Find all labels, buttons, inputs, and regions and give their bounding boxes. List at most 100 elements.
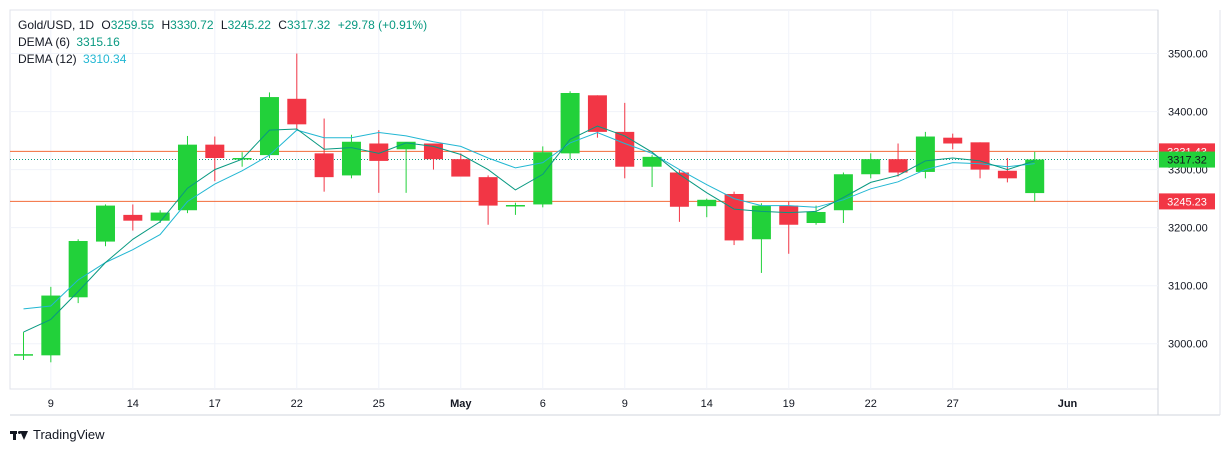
- x-tick-label: Jun: [1058, 398, 1078, 410]
- candle-body: [95, 205, 115, 242]
- dema12-label: DEMA (12): [18, 52, 77, 66]
- high-label: H: [161, 18, 171, 32]
- high-value: 3330.72: [170, 18, 214, 32]
- x-tick-label: 14: [701, 398, 713, 410]
- open-value: 3259.55: [110, 18, 155, 32]
- candle: [888, 143, 908, 177]
- x-tick-label: 22: [291, 398, 303, 410]
- candle-body: [478, 177, 498, 206]
- price-label-text: 3317.32: [1167, 155, 1207, 167]
- candle-body: [287, 98, 307, 125]
- symbol-name[interactable]: Gold/USD: [18, 18, 73, 32]
- candle: [259, 92, 279, 159]
- candle: [642, 155, 662, 188]
- dema6-label: DEMA (6): [18, 35, 71, 49]
- candle: [505, 202, 525, 215]
- candle: [533, 146, 553, 208]
- candle-body: [751, 205, 771, 240]
- dema6-row[interactable]: DEMA (6) 3315.16: [18, 34, 427, 51]
- candle: [615, 102, 635, 179]
- x-tick-label: May: [450, 398, 472, 410]
- low-label: L: [220, 18, 228, 32]
- candle-body: [724, 193, 744, 241]
- candle: [779, 201, 799, 254]
- candle-body: [123, 214, 143, 221]
- dema12-row[interactable]: DEMA (12) 3310.34: [18, 51, 427, 68]
- candle: [697, 198, 717, 218]
- candle: [14, 332, 33, 360]
- change-value: +29.78 (+0.91%): [337, 18, 428, 32]
- candle-body: [806, 211, 826, 224]
- tradingview-brand[interactable]: TradingView: [10, 427, 105, 442]
- candle-body: [642, 156, 662, 167]
- candle-body: [505, 205, 525, 207]
- x-tick-label: 22: [865, 398, 877, 410]
- x-tick-label: 19: [783, 398, 795, 410]
- low-value: 3245.22: [227, 18, 271, 32]
- candle-body: [341, 141, 361, 176]
- candle: [423, 143, 443, 170]
- candle-body: [560, 92, 580, 154]
- candle-body: [615, 131, 635, 167]
- x-tick-label: 9: [48, 398, 54, 410]
- candle-body: [1025, 159, 1045, 194]
- candle: [68, 239, 88, 304]
- candle: [587, 95, 607, 138]
- x-tick-label: 9: [622, 398, 628, 410]
- price-label-bg: [1159, 151, 1215, 168]
- candle-body: [259, 97, 279, 156]
- candle: [861, 153, 881, 179]
- axes: 3000.00 3100.00 3200.00 3300.00 3400.00 3500.…: [48, 49, 1208, 410]
- candle: [396, 141, 416, 193]
- y-tick-label: 3300.00: [1168, 165, 1208, 177]
- candle-body: [970, 142, 990, 170]
- candle-body: [314, 153, 334, 178]
- candle-body: [861, 159, 881, 175]
- candle: [997, 158, 1017, 183]
- tradingview-logo-icon: [10, 429, 28, 441]
- candle-body: [888, 159, 908, 173]
- candle-body: [451, 159, 471, 177]
- dema12-value: 3310.34: [83, 52, 127, 66]
- price-label-last: 3317.32: [1159, 151, 1215, 168]
- price-levels: [10, 150, 1158, 202]
- candle-body: [41, 295, 61, 356]
- price-label-text: 3245.23: [1167, 196, 1207, 208]
- candle-body: [997, 170, 1017, 179]
- dema6-line: [23, 125, 1035, 333]
- candles: [14, 53, 1045, 363]
- candle: [150, 210, 170, 224]
- x-tick-label: 27: [947, 398, 959, 410]
- candle-body: [943, 137, 963, 144]
- price-label-bg: [1159, 193, 1215, 210]
- candle-body: [669, 172, 689, 207]
- candle: [943, 133, 963, 150]
- candle-body: [150, 212, 170, 221]
- candle: [205, 136, 225, 182]
- candle-body: [779, 205, 799, 225]
- candle: [369, 130, 389, 193]
- x-tick-label: 14: [127, 398, 139, 410]
- candle: [95, 204, 115, 247]
- candle-body: [587, 95, 607, 132]
- open-label: O: [101, 18, 111, 32]
- y-tick-label: 3200.00: [1168, 223, 1208, 235]
- brand-name: TradingView: [33, 427, 105, 442]
- interval[interactable]: 1D: [78, 18, 95, 32]
- candle: [41, 286, 61, 363]
- candle-body: [14, 354, 33, 356]
- candle-body: [369, 143, 389, 161]
- candle: [341, 134, 361, 179]
- candle-body: [68, 240, 88, 298]
- ohlc-row: Gold/USD, 1D O3259.55 H3330.72 L3245.22 …: [18, 18, 428, 32]
- candle: [314, 118, 334, 192]
- x-tick-label: 17: [209, 398, 221, 410]
- candle: [123, 204, 143, 231]
- close-value: 3317.32: [286, 18, 331, 32]
- dema6-value: 3315.16: [76, 35, 120, 49]
- dema-lines: [23, 125, 1035, 333]
- candle-body: [396, 141, 416, 150]
